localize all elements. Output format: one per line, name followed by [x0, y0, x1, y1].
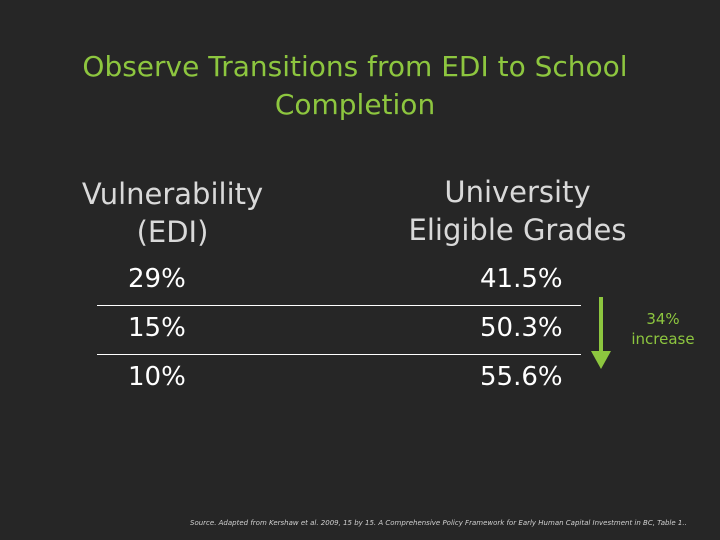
grades-column-header: University Eligible Grades	[390, 173, 645, 249]
vulnerability-header-line-2: (EDI)	[136, 215, 209, 249]
increase-value: 34%	[646, 310, 680, 328]
grades-header-line-2: Eligible Grades	[408, 213, 627, 247]
slide-title-line-2: Completion	[274, 88, 436, 121]
row-1-vulnerability: 29%	[128, 264, 186, 294]
grades-header-line-1: University	[444, 175, 591, 209]
row-3-grades: 55.6%	[480, 362, 563, 392]
increase-note: 34% increase	[618, 309, 708, 349]
row-2-vulnerability: 15%	[128, 313, 186, 343]
vulnerability-column-header: Vulnerability (EDI)	[60, 175, 285, 251]
row-divider	[97, 354, 581, 355]
row-3-vulnerability: 10%	[128, 362, 186, 392]
slide-title-line-1: Observe Transitions from EDI to School	[82, 50, 628, 83]
source-citation: Source. Adapted from Kershaw et al. 2009…	[190, 519, 687, 527]
vulnerability-header-line-1: Vulnerability	[81, 177, 264, 211]
slide-title: Observe Transitions from EDI to School C…	[40, 48, 670, 124]
row-2-grades: 50.3%	[480, 313, 563, 343]
down-arrow-icon	[591, 297, 611, 369]
increase-label: increase	[631, 330, 695, 348]
row-1-grades: 41.5%	[480, 264, 563, 294]
row-divider	[97, 305, 581, 306]
